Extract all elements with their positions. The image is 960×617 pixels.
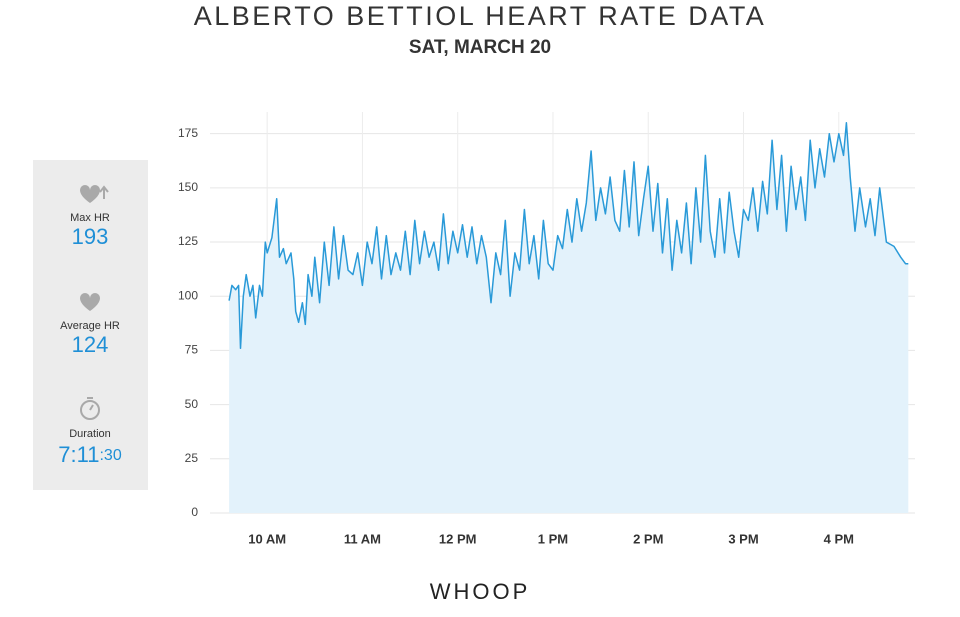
chart-subtitle: SAT, MARCH 20 xyxy=(409,37,551,58)
stat-label: Average HR xyxy=(60,320,120,332)
y-tick-label: 150 xyxy=(178,180,198,194)
y-tick-label: 0 xyxy=(191,505,198,519)
stat-value: 7:11:30 xyxy=(58,442,122,467)
stat-value: 193 xyxy=(72,224,109,249)
stats-panel xyxy=(33,160,148,490)
stat-value-small: :30 xyxy=(99,447,121,464)
x-tick-label: 4 PM xyxy=(824,531,854,546)
y-tick-label: 125 xyxy=(178,234,198,248)
y-tick-label: 75 xyxy=(185,343,199,357)
x-tick-label: 10 AM xyxy=(248,531,286,546)
chart-title: ALBERTO BETTIOL HEART RATE DATA xyxy=(194,1,767,31)
x-tick-label: 1 PM xyxy=(538,531,568,546)
stat-value: 124 xyxy=(72,332,109,357)
x-tick-label: 11 AM xyxy=(344,531,381,546)
line xyxy=(228,122,909,350)
y-tick-label: 100 xyxy=(178,288,198,302)
x-tick-label: 12 PM xyxy=(439,531,477,546)
y-tick-label: 25 xyxy=(185,451,199,465)
stat-icons xyxy=(80,185,109,420)
stat-value-main: 7:11 xyxy=(58,442,99,467)
y-tick-label: 175 xyxy=(178,126,198,140)
x-tick-label: 3 PM xyxy=(728,531,758,546)
x-tick-label: 2 PM xyxy=(633,531,663,546)
stat-label: Max HR xyxy=(70,212,110,224)
stat-label: Duration xyxy=(69,428,111,440)
y-tick-label: 50 xyxy=(185,397,199,411)
brand: WHOOP xyxy=(430,579,531,604)
area xyxy=(229,122,909,514)
